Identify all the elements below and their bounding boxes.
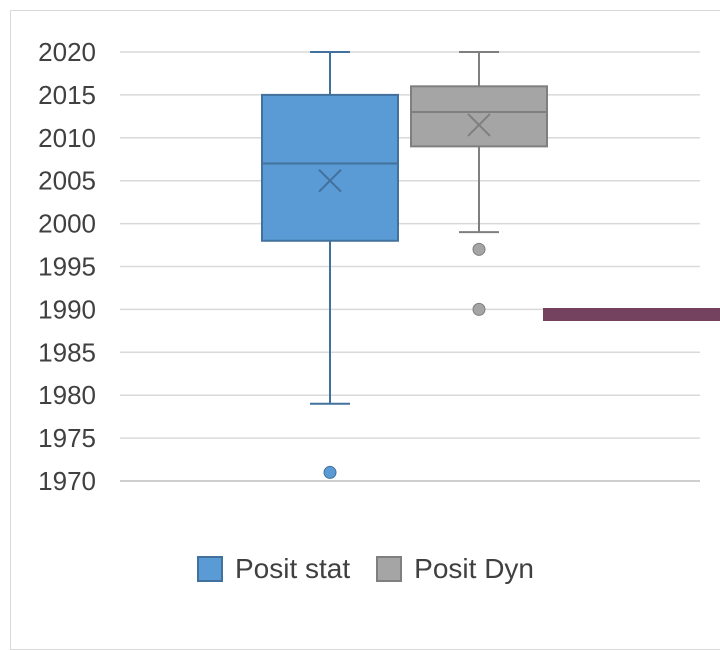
- box-body: [261, 93, 399, 242]
- legend: Posit stat Posit Dyn: [197, 553, 560, 585]
- y-tick-label: 1990: [38, 294, 96, 324]
- y-axis-ticks: 2020 2015 2010 2005 2000 1995 1990 1985 1980 1975…: [38, 37, 96, 496]
- y-tick-label: 1970: [38, 466, 96, 496]
- y-tick-label: 1975: [38, 423, 96, 453]
- legend-swatch: [197, 556, 223, 582]
- y-tick-label: 2020: [38, 37, 96, 67]
- legend-label: Posit stat: [235, 553, 351, 584]
- y-tick-label: 2015: [38, 80, 96, 110]
- legend-item-posit-stat[interactable]: Posit stat: [197, 553, 350, 585]
- box-body: [410, 85, 548, 148]
- y-tick-label: 2010: [38, 123, 96, 153]
- mean-marker: [318, 168, 342, 193]
- box-series-layer: [261, 51, 548, 479]
- legend-swatch: [376, 556, 403, 582]
- outlier-point: [472, 242, 486, 256]
- y-tick-label: 2000: [38, 209, 96, 239]
- y-tick-label: 1995: [38, 252, 96, 282]
- y-tick-label: 1985: [38, 337, 96, 367]
- legend-label: Posit Dyn: [414, 553, 534, 584]
- annotation-bar: [543, 308, 720, 321]
- outlier-point: [472, 302, 486, 316]
- box-series-1: [410, 51, 548, 316]
- box-series-0: [261, 51, 399, 479]
- y-tick-label: 1980: [38, 380, 96, 410]
- outlier-point: [323, 465, 337, 479]
- mean-marker: [467, 113, 491, 137]
- y-tick-label: 2005: [38, 166, 96, 196]
- legend-item-posit-dyn[interactable]: Posit Dyn: [376, 553, 534, 585]
